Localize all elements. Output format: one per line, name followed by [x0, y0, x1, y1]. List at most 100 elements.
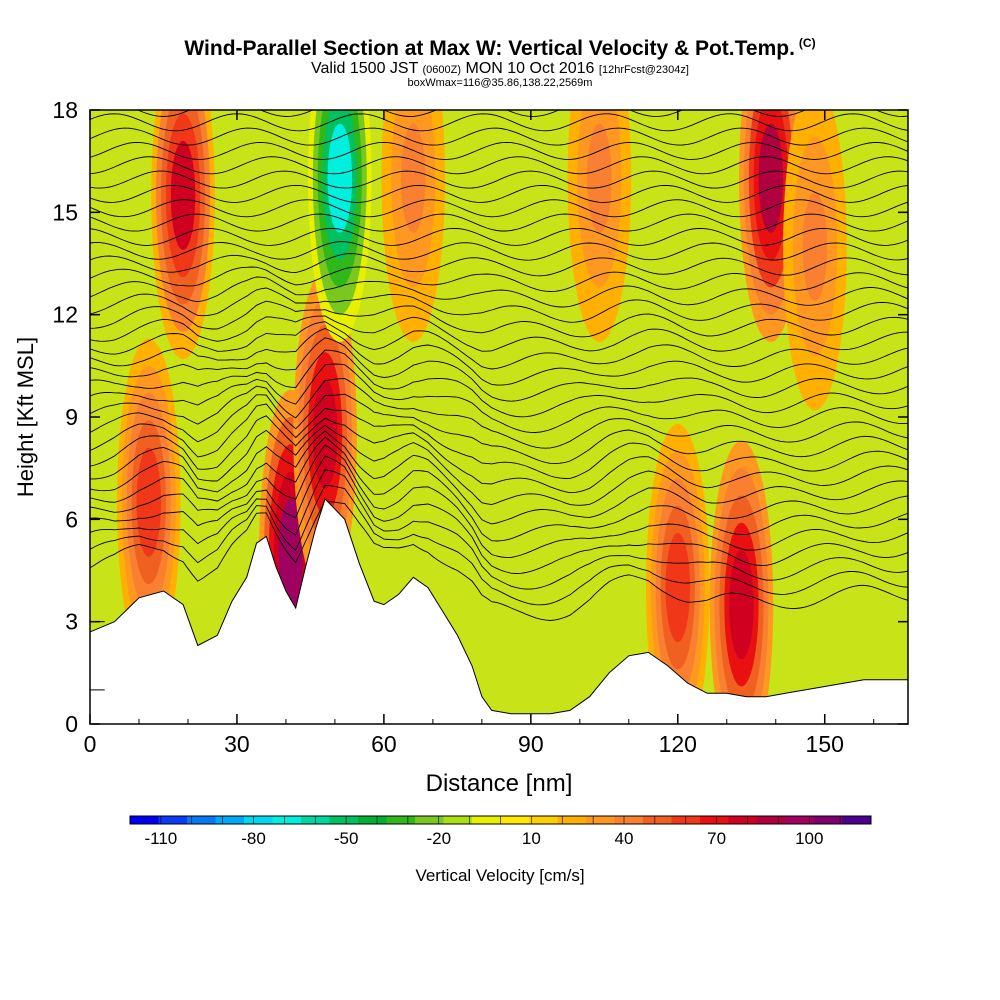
colorbar-swatch-3	[215, 816, 245, 824]
velocity-cell-5-4	[401, 123, 426, 233]
colorbar-swatch-9	[386, 816, 416, 824]
terrain-mask	[89, 497, 909, 725]
colorbar-tick-label-40: 40	[615, 829, 634, 848]
colorbar-swatch-20	[700, 816, 729, 824]
colorbar-swatch-5	[272, 816, 302, 824]
chart-subtitle-box: boxWmax=116@35.86,138.22,2569m	[407, 77, 593, 89]
isentrope-2	[90, 469, 908, 590]
isentrope-16	[90, 321, 908, 370]
isentrope-32	[90, 113, 908, 132]
isentrope-21	[90, 266, 908, 292]
velocity-cell-1-4	[170, 140, 196, 250]
x-tick-label-0: 0	[84, 731, 97, 757]
colorbar-swatch-14	[529, 816, 558, 824]
isentrope-18	[90, 300, 908, 338]
isentrope-33	[136, 110, 908, 117]
isentrope-22	[90, 253, 908, 277]
velocity-cell-6-4	[587, 123, 612, 233]
y-axis-label: Height [Kft MSL]	[13, 337, 38, 497]
colorbar-swatch-10	[415, 816, 444, 824]
isentrope-19	[90, 287, 908, 323]
colorbar-swatch-1	[158, 816, 188, 824]
colorbar-swatch-12	[472, 816, 501, 824]
y-tick-label-3: 3	[65, 609, 78, 635]
isentrope-8	[90, 415, 908, 494]
colorbar-swatch-2	[187, 816, 216, 824]
isentrope-10	[90, 393, 908, 465]
subtitle-forecast: [12hrFcst@2304z]	[598, 64, 689, 76]
x-tick-label-60: 60	[371, 731, 397, 757]
colorbar-swatch-8	[358, 816, 387, 824]
colorbar-swatch-17	[614, 816, 644, 824]
subtitle-valid: Valid 1500 JST	[311, 60, 419, 77]
y-tick-label-0: 0	[65, 711, 78, 737]
velocity-cell-3-4	[312, 379, 338, 489]
isentrope-15	[90, 328, 908, 386]
colorbar-swatch-21	[728, 816, 758, 824]
y-tick-label-12: 12	[52, 302, 78, 328]
colorbar-swatch-4	[244, 816, 273, 824]
velocity-cell-10-4	[802, 191, 828, 302]
colorbar-swatch-16	[586, 816, 615, 824]
isentrope-28	[90, 170, 908, 189]
isentrope-5	[90, 436, 908, 542]
isentrope-31	[90, 127, 908, 146]
isentrope-26	[90, 199, 908, 218]
colorbar-tick-label-100: 100	[795, 829, 823, 848]
isentrope-23	[90, 241, 908, 261]
isentrope-29	[90, 156, 908, 175]
isentrope-0	[90, 500, 908, 621]
chart-title-corner: (C)	[798, 36, 816, 50]
y-tick-label-6: 6	[65, 506, 78, 532]
isentrope-11	[90, 378, 908, 449]
x-tick-label-150: 150	[806, 731, 844, 757]
plot-area	[89, 109, 909, 725]
colorbar-swatch-23	[785, 816, 815, 824]
velocity-cell-8-4	[729, 550, 754, 660]
colorbar-swatch-25	[842, 816, 872, 824]
isentrope-1	[90, 484, 908, 606]
subtitle-utc: (0600Z)	[422, 64, 462, 76]
colorbar-swatch-11	[443, 816, 473, 824]
x-tick-label-30: 30	[224, 731, 250, 757]
isentrope-27	[90, 184, 908, 203]
chart-title-text: Wind-Parallel Section at Max W: Vertical…	[184, 37, 795, 60]
chart-title: Wind-Parallel Section at Max W: Vertical…	[0, 36, 1000, 61]
velocity-cell-9-4	[758, 123, 784, 233]
isentrope-17	[90, 315, 908, 352]
colorbar-tick-label-70: 70	[707, 829, 726, 848]
colorbar-swatch-13	[500, 816, 530, 824]
colorbar-tick-label-10: 10	[522, 829, 541, 848]
y-tick-label-18: 18	[52, 97, 78, 123]
theta-isentropes	[90, 110, 908, 621]
velocity-cell-2-4	[278, 498, 304, 609]
x-tick-label-120: 120	[659, 731, 697, 757]
isentrope-25	[90, 213, 908, 232]
chart-subtitle: Valid 1500 JST (0600Z) MON 10 Oct 2016 […	[0, 60, 1000, 78]
velocity-cell-7-4	[665, 532, 691, 643]
isentrope-6	[90, 430, 908, 525]
colorbar-tick-label--20: -20	[426, 829, 451, 848]
colorbar-tick-label--50: -50	[334, 829, 359, 848]
subtitle-date: MON 10 Oct 2016	[465, 60, 595, 77]
isentrope-7	[90, 424, 908, 506]
isentrope-30	[90, 141, 908, 160]
colorbar-swatch-7	[329, 816, 359, 824]
isentrope-14	[90, 337, 908, 402]
isentrope-12	[90, 363, 908, 433]
colorbar: -110 -80 -50 -20 10 40 70 100	[129, 815, 872, 848]
y-tick-label-15: 15	[52, 199, 78, 225]
colorbar-tick-label--110: -110	[144, 829, 177, 848]
colorbar-swatch-18	[643, 816, 672, 824]
x-axis-label: Distance [nm]	[426, 770, 573, 797]
x-tick-label-90: 90	[518, 731, 544, 757]
axes: 0 30 60 90 120 150 0 3 6 9 12 15 18	[52, 97, 908, 757]
isentrope-20	[90, 276, 908, 308]
y-tick-label-9: 9	[65, 404, 78, 430]
isentrope-24	[90, 227, 908, 246]
colorbar-tick-label--80: -80	[241, 829, 266, 848]
isentrope-13	[90, 349, 908, 418]
isentrope-4	[90, 444, 908, 558]
colorbar-label: Vertical Velocity [cm/s]	[415, 866, 584, 885]
